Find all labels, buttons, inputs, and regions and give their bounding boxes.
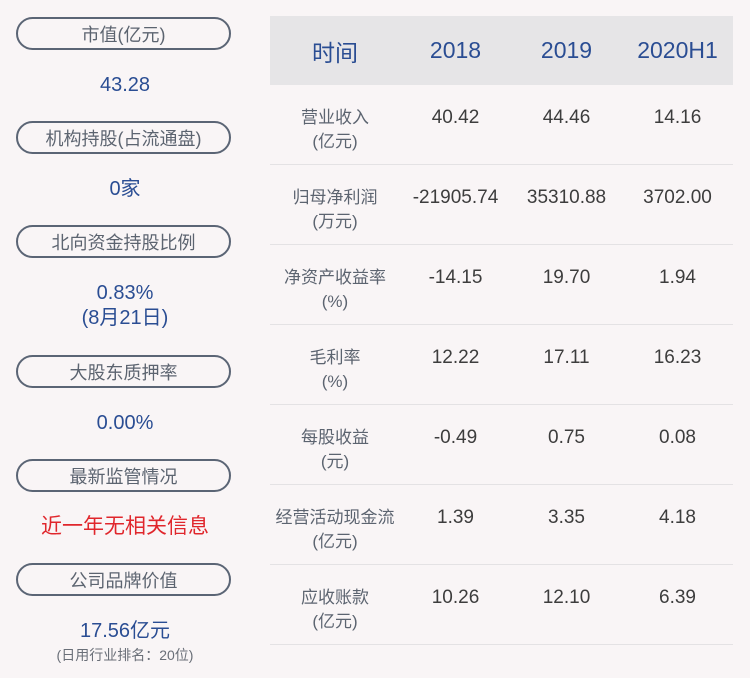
cell: 19.70 xyxy=(542,267,591,288)
pledge-ratio-value: 0.00% xyxy=(96,412,154,434)
table-row: 营业收入 (亿元) 40.42 44.46 14.16 xyxy=(270,85,733,165)
header-2019: 2019 xyxy=(540,37,593,63)
cell: 1.94 xyxy=(659,267,696,288)
cell: -14.15 xyxy=(428,267,483,288)
regulatory-status-label: 最新监管情况 xyxy=(16,459,231,492)
cell: 17.11 xyxy=(543,347,590,368)
row-unit: (亿元) xyxy=(312,532,358,551)
cell: 0.75 xyxy=(548,427,585,448)
table-header: 时间 2018 2019 2020H1 xyxy=(270,16,733,85)
cell: 4.18 xyxy=(659,507,696,528)
row-label: 归母净利润 xyxy=(292,188,378,207)
northbound-ratio-date: (8月21日) xyxy=(81,307,169,329)
row-label: 经营活动现金流 xyxy=(275,508,395,527)
row-label: 净资产收益率 xyxy=(284,268,386,287)
cell: 1.39 xyxy=(437,507,474,528)
cell: 10.26 xyxy=(431,587,480,608)
row-unit: (元) xyxy=(320,452,350,471)
regulatory-status-value: 近一年无相关信息 xyxy=(41,515,209,538)
header-2018: 2018 xyxy=(429,37,482,63)
cell: -0.49 xyxy=(433,427,478,448)
cell: 14.16 xyxy=(653,107,702,128)
cell: 44.46 xyxy=(542,107,591,128)
cell: -21905.74 xyxy=(412,187,499,208)
northbound-ratio-value: 0.83% xyxy=(96,282,154,304)
row-label: 营业收入 xyxy=(301,108,369,127)
cell: 16.23 xyxy=(653,347,702,368)
row-unit: (万元) xyxy=(312,212,358,231)
northbound-ratio-label: 北向资金持股比例 xyxy=(16,225,231,258)
cell: 12.22 xyxy=(431,347,480,368)
header-2020h1: 2020H1 xyxy=(637,37,718,63)
table-row: 净资产收益率 (%) -14.15 19.70 1.94 xyxy=(270,245,733,325)
brand-value-rank: (日用行业排名：20位) xyxy=(56,647,194,663)
row-unit: (%) xyxy=(321,292,349,311)
financial-table: 时间 2018 2019 2020H1 营业收入 (亿元) 40.42 44.46… xyxy=(270,16,733,645)
market-cap-value: 43.28 xyxy=(99,74,151,96)
row-unit: (亿元) xyxy=(312,612,358,631)
header-time: 时间 xyxy=(312,39,358,66)
brand-value-value: 17.56亿元 xyxy=(79,620,171,642)
brand-value-label: 公司品牌价值 xyxy=(16,563,231,596)
institutional-holding-value: 0家 xyxy=(109,178,141,200)
row-label: 每股收益 xyxy=(301,428,369,447)
cell: 3702.00 xyxy=(643,187,712,208)
cell: 35310.88 xyxy=(526,187,607,208)
cell: 0.08 xyxy=(659,427,696,448)
institutional-holding-label: 机构持股(占流通盘) xyxy=(16,121,231,154)
cell: 12.10 xyxy=(542,587,591,608)
table-row: 应收账款 (亿元) 10.26 12.10 6.39 xyxy=(270,565,733,645)
cell: 3.35 xyxy=(548,507,585,528)
row-unit: (亿元) xyxy=(312,132,358,151)
table-row: 归母净利润 (万元) -21905.74 35310.88 3702.00 xyxy=(270,165,733,245)
row-label: 毛利率 xyxy=(309,348,361,367)
table-row: 经营活动现金流 (亿元) 1.39 3.35 4.18 xyxy=(270,485,733,565)
pledge-ratio-label: 大股东质押率 xyxy=(16,355,231,388)
cell: 40.42 xyxy=(431,107,480,128)
table-row: 毛利率 (%) 12.22 17.11 16.23 xyxy=(270,325,733,405)
cell: 6.39 xyxy=(659,587,696,608)
market-cap-label: 市值(亿元) xyxy=(16,17,231,50)
row-unit: (%) xyxy=(321,372,349,391)
row-label: 应收账款 xyxy=(301,588,369,607)
table-row: 每股收益 (元) -0.49 0.75 0.08 xyxy=(270,405,733,485)
